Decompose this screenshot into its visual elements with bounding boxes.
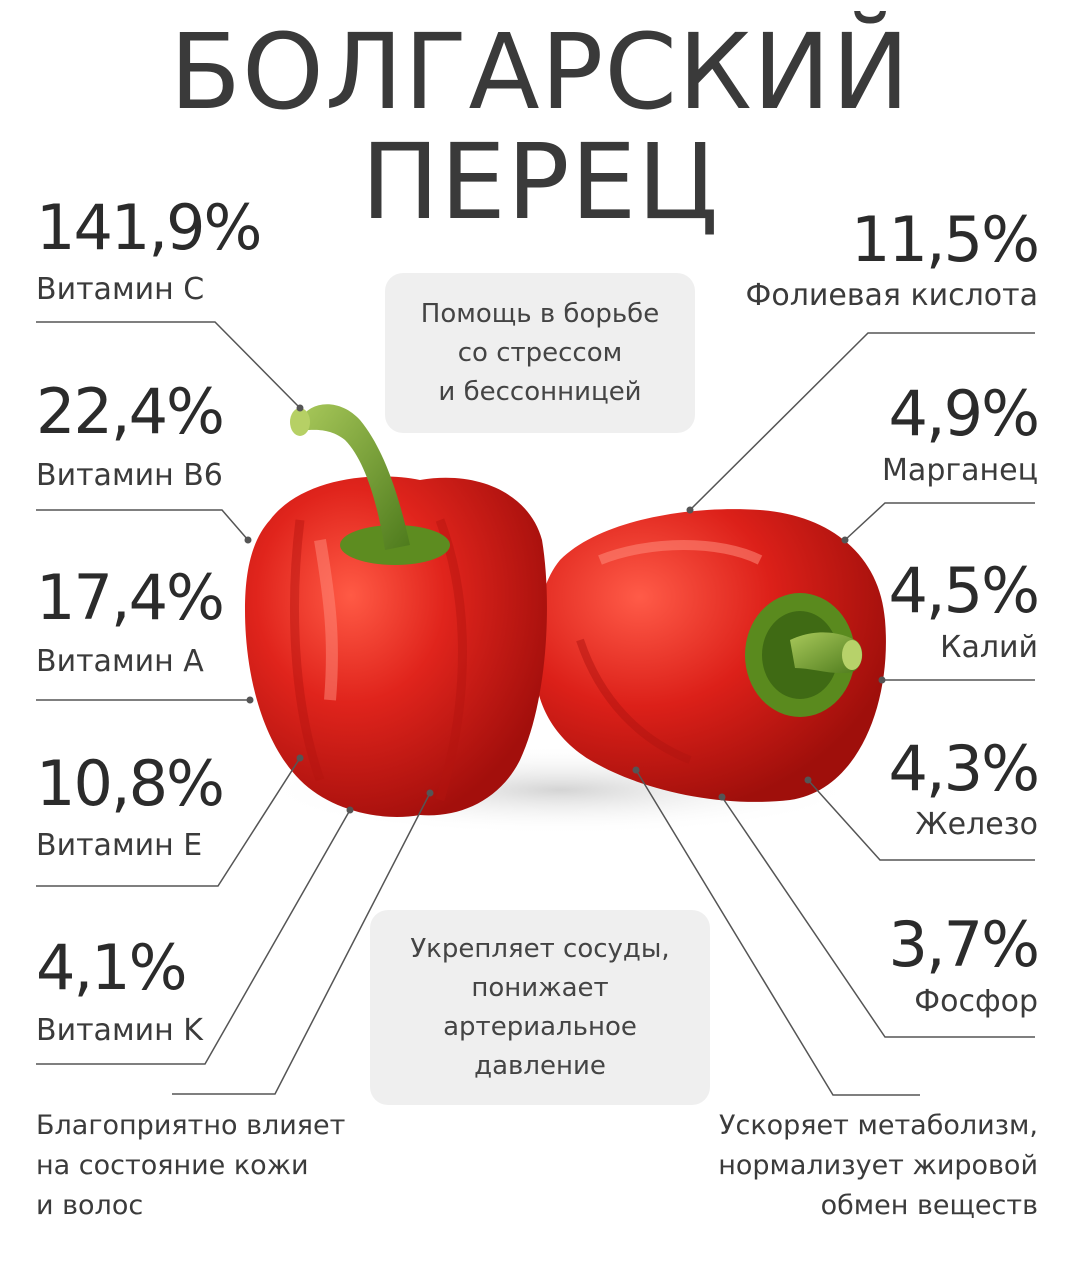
metabolism-note: Ускоряет метаболизм, нормализует жировой… xyxy=(718,1106,1038,1226)
vessels-callout-line: понижает xyxy=(471,972,609,1003)
skin-note-line: Благоприятно влияет xyxy=(36,1110,346,1141)
right-pepper-image xyxy=(534,509,886,802)
metabolism-note-line: Ускоряет метаболизм, xyxy=(719,1110,1038,1141)
metabolism-note-line: обмен веществ xyxy=(820,1190,1038,1221)
manganese-percent: 4,9% xyxy=(888,377,1040,450)
skin-note: Благоприятно влияет на состояние кожи и … xyxy=(36,1106,345,1226)
stress-callout-line: Помощь в борьбе xyxy=(420,298,660,329)
vitamin-e-label: Витамин E xyxy=(36,828,203,863)
stress-callout-line: со стрессом xyxy=(457,337,623,368)
title-line-1: БОЛГАРСКИЙ xyxy=(169,11,911,133)
title-line-2: ПЕРЕЦ xyxy=(360,121,720,243)
skin-note-line: и волос xyxy=(36,1190,144,1221)
vessels-callout-line: артериальное xyxy=(443,1011,637,1042)
left-pepper-image xyxy=(245,404,547,817)
folic-acid-label: Фолиевая кислота xyxy=(745,278,1038,313)
potassium-percent: 4,5% xyxy=(888,554,1040,627)
vitamin-c-label: Витамин C xyxy=(36,272,205,307)
leader-lines xyxy=(36,321,1035,1096)
vitamin-k-label: Витамин K xyxy=(36,1013,203,1048)
vitamin-a-percent: 17,4% xyxy=(36,561,225,634)
vessels-callout-line: давление xyxy=(474,1050,606,1081)
vitamin-e-percent: 10,8% xyxy=(36,747,225,820)
vitamin-a-label: Витамин A xyxy=(36,644,204,679)
phosphorus-label: Фосфор xyxy=(914,984,1038,1019)
potassium-label: Калий xyxy=(940,630,1038,665)
vessels-callout-line: Укрепляет сосуды, xyxy=(410,933,670,964)
vitamin-b6-percent: 22,4% xyxy=(36,375,225,448)
vessels-callout: Укрепляет сосуды, понижает артериальное … xyxy=(370,910,710,1105)
stress-callout: Помощь в борьбе со стрессом и бессоннице… xyxy=(385,273,695,433)
iron-percent: 4,3% xyxy=(888,732,1040,805)
vitamin-b6-label: Витамин B6 xyxy=(36,458,223,493)
manganese-label: Марганец xyxy=(882,453,1038,488)
vitamin-k-percent: 4,1% xyxy=(36,931,188,1004)
iron-label: Железо xyxy=(915,807,1038,842)
phosphorus-percent: 3,7% xyxy=(888,908,1040,981)
folic-acid-percent: 11,5% xyxy=(851,203,1040,276)
vitamin-c-percent: 141,9% xyxy=(36,191,262,264)
skin-note-line: на состояние кожи xyxy=(36,1150,309,1181)
stress-callout-line: и бессонницей xyxy=(438,376,642,407)
metabolism-note-line: нормализует жировой xyxy=(718,1150,1038,1181)
